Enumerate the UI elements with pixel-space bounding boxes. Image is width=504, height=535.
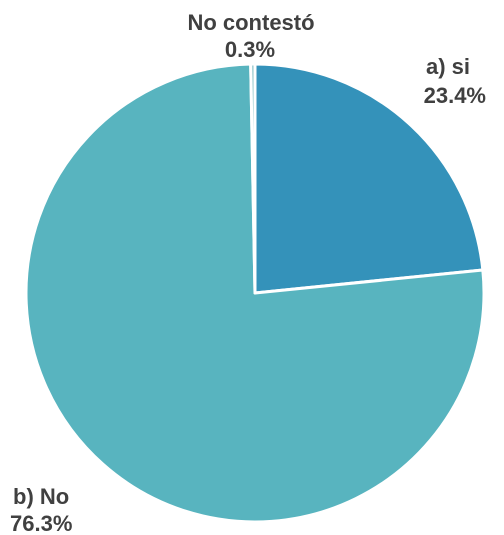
slice-si [253, 62, 485, 295]
pie-slices [24, 62, 486, 524]
slice-value-no: 76.3% [10, 511, 72, 535]
pie-labels: a) si 23.4% b) No 76.3% No contestó 0.3% [10, 10, 486, 535]
slice-label-no-contesto: No contestó [187, 10, 314, 35]
slice-no-contesto [249, 62, 257, 295]
slice-label-no: b) No [13, 484, 69, 509]
slice-label-si: a) si [426, 54, 470, 79]
slice-value-no-contesto: 0.3% [225, 37, 275, 62]
slice-value-si: 23.4% [424, 83, 486, 108]
